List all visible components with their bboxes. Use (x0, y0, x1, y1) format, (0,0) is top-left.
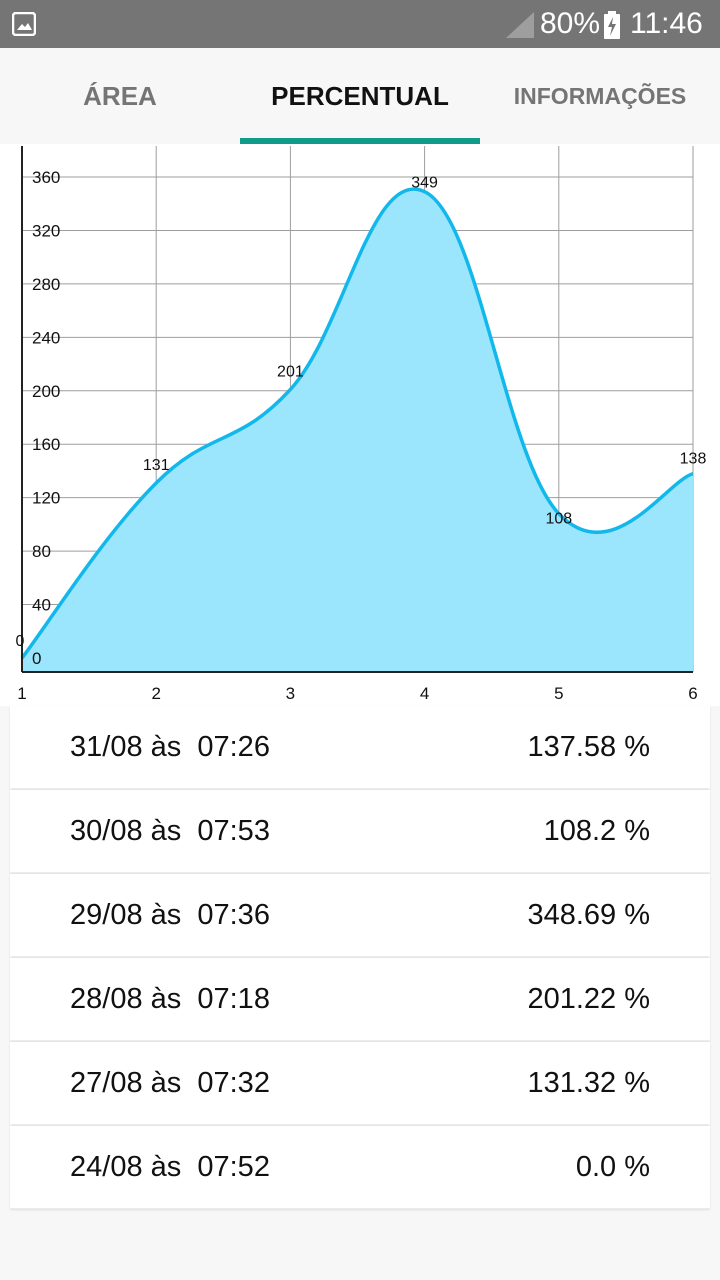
list-item[interactable]: 30/08 às 07:53 108.2 % (10, 790, 710, 873)
gallery-notification-icon (12, 12, 36, 36)
x-tick-label: 2 (151, 684, 160, 703)
y-tick-label: 160 (32, 435, 60, 454)
y-tick-label: 40 (32, 596, 51, 615)
signal-icon (506, 12, 534, 38)
list-item[interactable]: 31/08 às 07:26 137.58 % (10, 706, 710, 789)
record-date: 28/08 às 07:18 (70, 983, 270, 1015)
y-tick-label: 200 (32, 382, 60, 401)
battery-percentage: 80% (540, 7, 601, 40)
list-item[interactable]: 24/08 às 07:52 0.0 % (10, 1126, 710, 1209)
data-label: 131 (143, 457, 170, 474)
record-value: 201.22 % (527, 983, 650, 1015)
data-label: 0 (16, 633, 25, 650)
percentage-chart: 0 40 80 120 160 200 240 280 320 360 1 2 3 4 5 6 0 131 201 3… (0, 144, 720, 706)
record-value: 137.58 % (527, 731, 650, 763)
record-date: 29/08 às 07:36 (70, 899, 270, 931)
data-label: 349 (411, 175, 438, 192)
record-date: 24/08 às 07:52 (70, 1151, 270, 1183)
y-tick-label: 80 (32, 542, 51, 561)
status-bar: 80% 11:46 (0, 0, 720, 48)
y-tick-label: 320 (32, 221, 60, 240)
clock: 11:46 (630, 7, 703, 40)
tab-informacoes[interactable]: INFORMAÇÕES (513, 82, 687, 109)
record-value: 348.69 % (527, 899, 650, 931)
record-date: 27/08 às 07:32 (70, 1067, 270, 1099)
y-tick-label: 0 (32, 649, 41, 668)
x-tick-label: 1 (17, 684, 26, 703)
record-value: 131.32 % (527, 1067, 650, 1099)
y-tick-label: 120 (32, 489, 60, 508)
tab-percentual[interactable]: PERCENTUAL (271, 80, 449, 111)
tab-indicator (240, 138, 480, 144)
battery-charging-icon (604, 11, 620, 39)
x-tick-label: 6 (688, 684, 697, 703)
y-tick-label: 240 (32, 328, 60, 347)
series-area (22, 189, 693, 672)
list-item[interactable]: 29/08 às 07:36 348.69 % (10, 874, 710, 957)
y-tick-label: 360 (32, 168, 60, 187)
list-item[interactable]: 28/08 às 07:18 201.22 % (10, 958, 710, 1041)
x-tick-label: 5 (554, 684, 563, 703)
list-item[interactable]: 27/08 às 07:32 131.32 % (10, 1042, 710, 1125)
tab-area[interactable]: ÁREA (83, 80, 157, 111)
area-chart: 0 40 80 120 160 200 240 280 320 360 1 2 3 4 5 6 0 131 201 3… (16, 146, 707, 703)
x-tick-label: 3 (286, 684, 295, 703)
y-tick-label: 280 (32, 275, 60, 294)
data-label: 201 (277, 363, 304, 380)
x-tick-label: 4 (420, 684, 429, 703)
record-value: 0.0 % (575, 1151, 650, 1183)
record-date: 31/08 às 07:26 (70, 731, 270, 763)
record-value: 108.2 % (543, 815, 650, 847)
record-date: 30/08 às 07:53 (70, 815, 270, 847)
data-label: 138 (680, 451, 707, 468)
series-line (20, 187, 694, 660)
data-label: 108 (545, 511, 572, 528)
records-list: 31/08 às 07:26 137.58 % 30/08 às 07:53 1… (10, 706, 710, 1210)
tab-bar: ÁREA PERCENTUAL INFORMAÇÕES (0, 48, 720, 144)
